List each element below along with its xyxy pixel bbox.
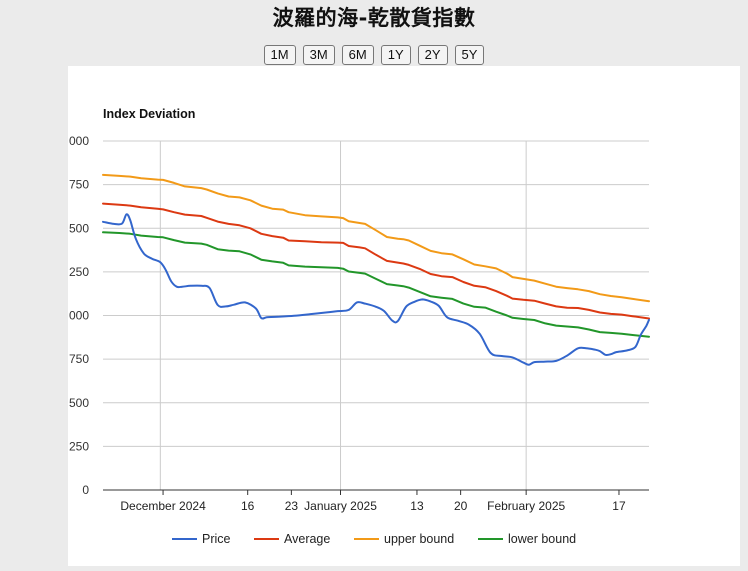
y-tick-label: 1,000 bbox=[68, 309, 89, 323]
y-tick-label: 750 bbox=[69, 352, 89, 366]
series-line-upper-bound bbox=[102, 173, 650, 303]
range-button-5y[interactable]: 5Y bbox=[454, 45, 485, 65]
series-lines bbox=[102, 173, 650, 366]
legend-label-lower-bound: lower bound bbox=[508, 532, 576, 546]
y-tick-label: 2,000 bbox=[68, 134, 89, 148]
range-button-2y[interactable]: 2Y bbox=[417, 45, 448, 65]
y-axis: 0 250 500 750 1,000 1,250 1,500 1,750 2,000 bbox=[68, 134, 89, 497]
y-tick-label: 0 bbox=[82, 483, 89, 497]
legend-label-average: Average bbox=[284, 532, 330, 546]
y-tick-label: 500 bbox=[69, 396, 89, 410]
chart-panel: Index Deviation 0 250 500 750 1,000 1,250 1,50… bbox=[68, 66, 740, 566]
series-line-lower-bound bbox=[102, 231, 650, 338]
x-tick-label: 23 bbox=[285, 499, 299, 513]
series-line-average bbox=[102, 202, 650, 320]
y-tick-label: 1,250 bbox=[68, 265, 89, 279]
x-tick-label: February 2025 bbox=[487, 499, 565, 513]
range-button-1y[interactable]: 1Y bbox=[380, 45, 411, 65]
legend-label-price: Price bbox=[202, 532, 231, 546]
x-tick-label: 13 bbox=[410, 499, 424, 513]
x-tick-label: December 2024 bbox=[120, 499, 206, 513]
index-deviation-chart: Index Deviation 0 250 500 750 1,000 1,250 1,50… bbox=[68, 107, 650, 546]
legend: Price Average upper bound lower bound bbox=[172, 532, 576, 546]
range-button-6m[interactable]: 6M bbox=[341, 45, 374, 65]
x-tick-label: 20 bbox=[454, 499, 468, 513]
series-line-price bbox=[102, 213, 650, 366]
y-tick-label: 1,500 bbox=[68, 221, 89, 235]
x-axis: December 2024 16 23 January 2025 13 20 Februar… bbox=[103, 489, 649, 513]
x-tick-label: 17 bbox=[612, 499, 626, 513]
gridlines bbox=[103, 140, 649, 490]
y-tick-label: 250 bbox=[69, 439, 89, 453]
range-button-1m[interactable]: 1M bbox=[263, 45, 296, 65]
x-tick-label: January 2025 bbox=[304, 499, 377, 513]
y-tick-label: 1,750 bbox=[68, 178, 89, 192]
x-tick-label: 16 bbox=[241, 499, 255, 513]
legend-label-upper-bound: upper bound bbox=[384, 532, 454, 546]
range-selector: 1M 3M 6M 1Y 2Y 5Y bbox=[0, 45, 748, 65]
page-title: 波羅的海-乾散貨指數 bbox=[272, 6, 476, 30]
chart-title: Index Deviation bbox=[103, 107, 195, 121]
range-button-3m[interactable]: 3M bbox=[302, 45, 335, 65]
